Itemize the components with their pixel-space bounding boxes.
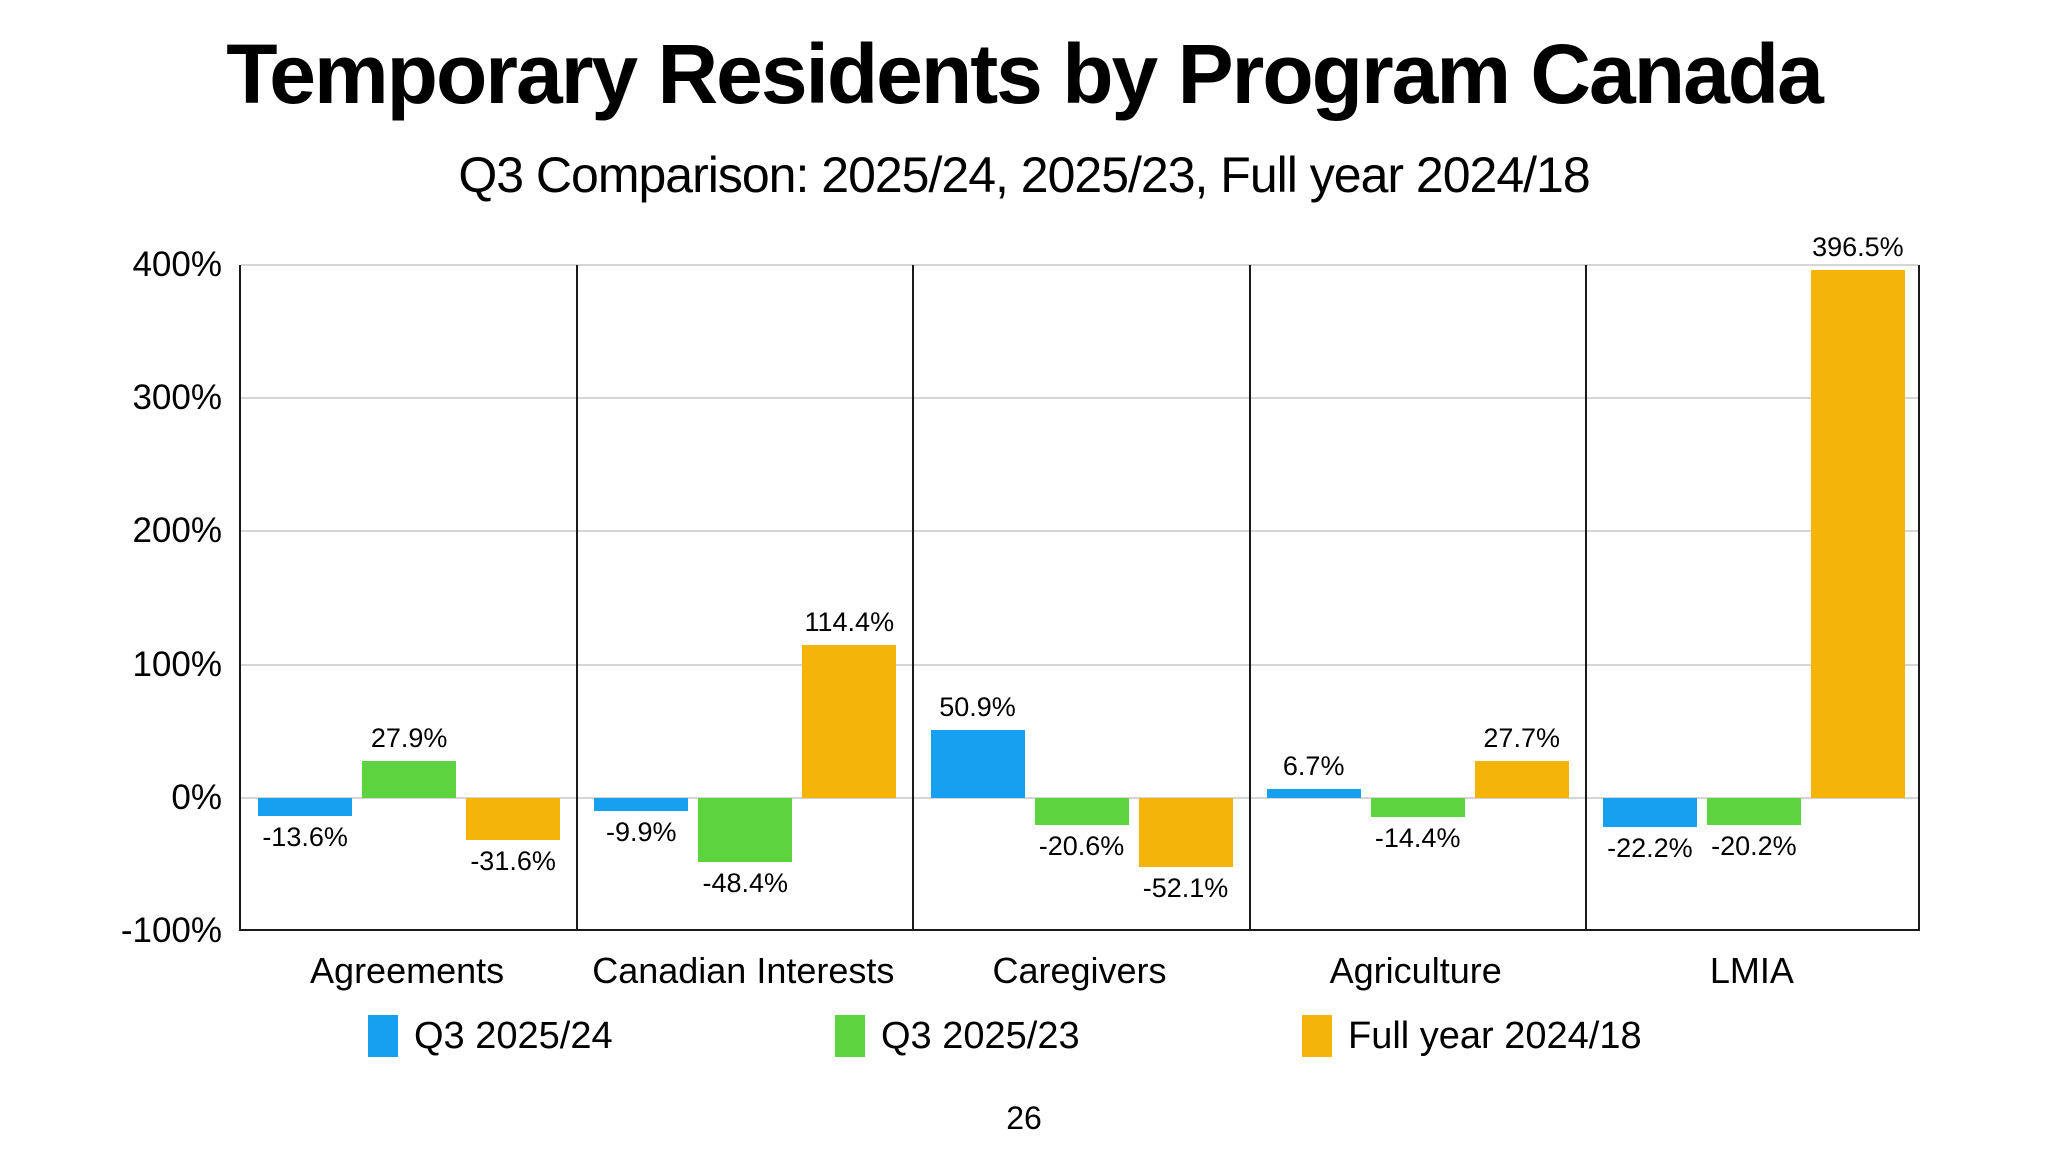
bar-value-label: -13.6% <box>262 821 348 852</box>
y-tick-label-400: 400% <box>132 245 222 284</box>
bar-value-label: -14.4% <box>1374 822 1461 853</box>
bar-agreements-q3-2025-24 <box>258 797 353 816</box>
bar-agriculture-full-year-2024-18 <box>1474 760 1569 798</box>
bar-caregivers-full-year-2024-18 <box>1138 797 1233 868</box>
legend-item-q3-2025-23: Q3 2025/23 <box>835 1013 1080 1059</box>
category-label-agreements: Agreements <box>310 950 505 991</box>
category-label-caregivers: Caregivers <box>992 950 1167 991</box>
bar-value-label: -20.6% <box>1038 831 1125 862</box>
legend-label-q3-2025-24: Q3 2025/24 <box>414 1014 613 1057</box>
category-divider <box>1248 265 1251 929</box>
bar-value-label: 114.4% <box>804 607 895 638</box>
bar-value-label: -31.6% <box>470 845 556 876</box>
bar-canadian-interests-full-year-2024-18 <box>802 645 897 798</box>
bar-value-label: -52.1% <box>1142 873 1229 904</box>
bar-agreements-full-year-2024-18 <box>466 797 561 840</box>
legend-item-q3-2025-24: Q3 2025/24 <box>368 1013 613 1059</box>
y-tick-label-0: 0% <box>171 777 222 817</box>
category-label-agriculture: Agriculture <box>1329 950 1502 991</box>
bar-value-label: 396.5% <box>1812 231 1904 262</box>
y-tick-label-100: 100% <box>132 644 222 684</box>
category-divider <box>912 265 915 929</box>
chart-title: Temporary Residents by Program Canada <box>226 27 1824 121</box>
bar-value-label: 27.7% <box>1483 722 1560 753</box>
bar-canadian-interests-q3-2025-24 <box>594 797 689 811</box>
legend-label-full-year-2024-18: Full year 2024/18 <box>1348 1014 1642 1057</box>
gridline-400 <box>241 264 1918 266</box>
page-number: 26 <box>1006 1100 1042 1136</box>
legend-swatch-full-year-2024-18 <box>1302 1015 1332 1057</box>
gridline-200 <box>241 530 1918 533</box>
y-tick-label-200: 200% <box>132 511 222 551</box>
legend-swatch-q3-2025-23 <box>835 1015 865 1057</box>
bar-canadian-interests-q3-2025-23 <box>698 797 793 863</box>
bar-caregivers-q3-2025-23 <box>1034 797 1129 826</box>
bar-caregivers-q3-2025-24 <box>930 730 1025 798</box>
bar-lmia-full-year-2024-18 <box>1810 269 1905 798</box>
bar-lmia-q3-2025-24 <box>1602 797 1697 828</box>
bar-value-label: 27.9% <box>370 722 448 753</box>
y-tick-label-300: 300% <box>132 378 222 418</box>
category-divider <box>576 265 579 929</box>
bar-value-label: 50.9% <box>939 692 1016 722</box>
bar-agriculture-q3-2025-23 <box>1370 797 1465 817</box>
plot-area: -13.6% 27.9% -31.6% -9.9% -48.4% 114.4% 50.9% -… <box>239 232 1920 931</box>
bar-lmia-q3-2025-23 <box>1706 797 1801 825</box>
category-label-lmia: LMIA <box>1709 950 1794 991</box>
bar-agriculture-q3-2025-24 <box>1266 788 1361 798</box>
bar-value-label: -22.2% <box>1607 833 1693 864</box>
bar-value-label: 6.7% <box>1282 750 1345 781</box>
category-label-canadian-interests: Canadian Interests <box>592 950 895 991</box>
gridline-300 <box>241 397 1918 400</box>
category-divider <box>1584 265 1587 929</box>
legend-label-q3-2025-23: Q3 2025/23 <box>881 1014 1080 1057</box>
chart-subtitle: Q3 Comparison: 2025/24, 2025/23, Full ye… <box>458 147 1590 203</box>
bar-agreements-q3-2025-23 <box>362 760 457 798</box>
y-tick-label-100: -100% <box>120 911 222 950</box>
bar-value-label: -9.9% <box>606 816 677 847</box>
gridline-100 <box>241 663 1918 666</box>
bar-value-label: -20.2% <box>1711 830 1797 861</box>
legend-item-full-year-2024-18: Full year 2024/18 <box>1302 1013 1642 1059</box>
bar-value-label: -48.4% <box>702 868 789 899</box>
legend-swatch-q3-2025-24 <box>368 1015 398 1057</box>
